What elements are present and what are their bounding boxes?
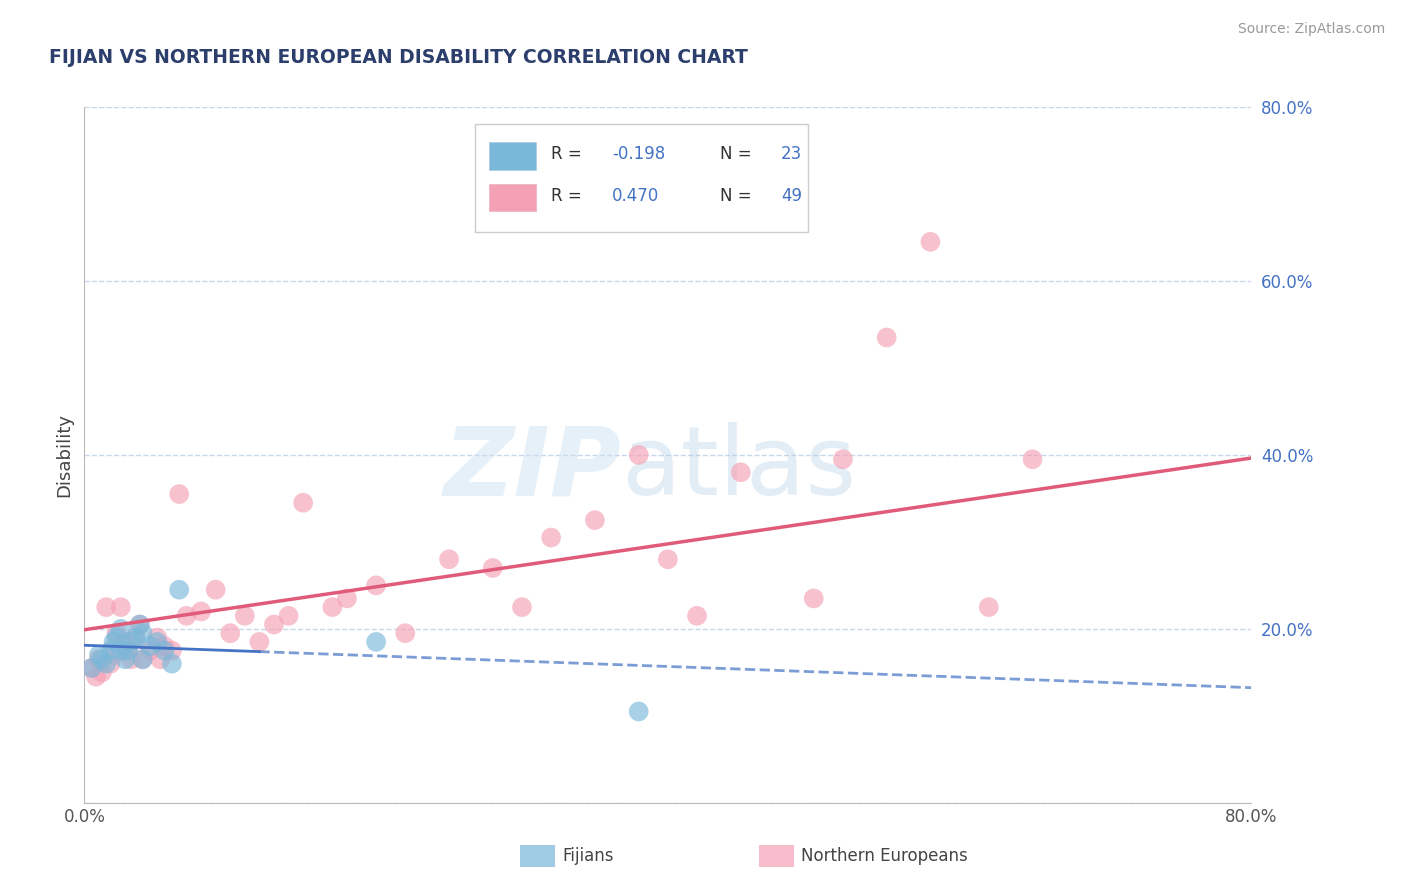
Point [80,661,103,675]
Point [110,600,132,615]
Point [132,652,155,666]
Point [100,643,122,657]
Point [105,626,128,640]
Point [117,643,139,657]
Point [80,661,103,675]
Text: -0.198: -0.198 [612,145,665,162]
Point [120,652,142,666]
Point [292,496,315,510]
Point [124,631,146,645]
Point [153,643,176,657]
Point [87,648,110,662]
Point [233,608,256,623]
Bar [489,184,536,211]
Point [160,657,183,671]
Point [190,605,212,619]
Point [832,452,855,467]
Point [510,600,533,615]
Point [110,622,132,636]
Point [84,670,107,684]
Point [132,626,155,640]
Point [730,466,752,480]
Point [366,635,388,649]
Bar [489,142,536,169]
Point [167,487,190,501]
Text: 0.470: 0.470 [612,187,659,205]
Point [540,531,562,545]
Point [124,631,146,645]
Point [117,643,139,657]
Point [96,657,118,671]
Text: N =: N = [720,187,758,205]
Point [90,652,112,666]
FancyBboxPatch shape [475,124,808,232]
Point [219,626,242,640]
Point [394,626,416,640]
Point [146,631,169,645]
Text: R =: R = [551,187,588,205]
Point [139,643,162,657]
Point [247,635,270,649]
Point [103,635,125,649]
Point [657,552,679,566]
Point [96,600,118,615]
Point [321,600,343,615]
Point [627,448,650,462]
Point [437,552,460,566]
Text: ZIP: ZIP [443,422,621,516]
Point [336,591,359,606]
Point [686,608,709,623]
Point [627,705,650,719]
Point [120,635,142,649]
Point [876,330,898,344]
Point [114,635,136,649]
Text: R =: R = [551,145,588,162]
Point [103,648,125,662]
Point [176,608,198,623]
Point [277,608,299,623]
Point [110,643,132,657]
Point [153,639,176,653]
Point [139,639,162,653]
Point [366,578,388,592]
Point [803,591,825,606]
Point [100,657,122,671]
Text: atlas: atlas [621,422,856,516]
Point [128,617,150,632]
Text: Northern Europeans: Northern Europeans [801,847,969,865]
Point [263,617,285,632]
Text: 49: 49 [782,187,801,205]
Point [920,235,942,249]
Point [149,652,172,666]
Point [583,513,606,527]
Y-axis label: Disability: Disability [55,413,73,497]
Text: FIJIAN VS NORTHERN EUROPEAN DISABILITY CORRELATION CHART: FIJIAN VS NORTHERN EUROPEAN DISABILITY C… [49,48,748,67]
Point [204,582,226,597]
Point [132,652,155,666]
Text: Fijians: Fijians [562,847,614,865]
Point [1021,452,1043,467]
Point [146,635,169,649]
Point [105,631,128,645]
Point [481,561,505,575]
Point [128,617,150,632]
Text: Source: ZipAtlas.com: Source: ZipAtlas.com [1237,22,1385,37]
Point [87,652,110,666]
Text: N =: N = [720,145,758,162]
Point [114,652,136,666]
Point [167,582,190,597]
Text: 23: 23 [782,145,803,162]
Point [977,600,1000,615]
Point [160,643,183,657]
Point [90,665,112,680]
